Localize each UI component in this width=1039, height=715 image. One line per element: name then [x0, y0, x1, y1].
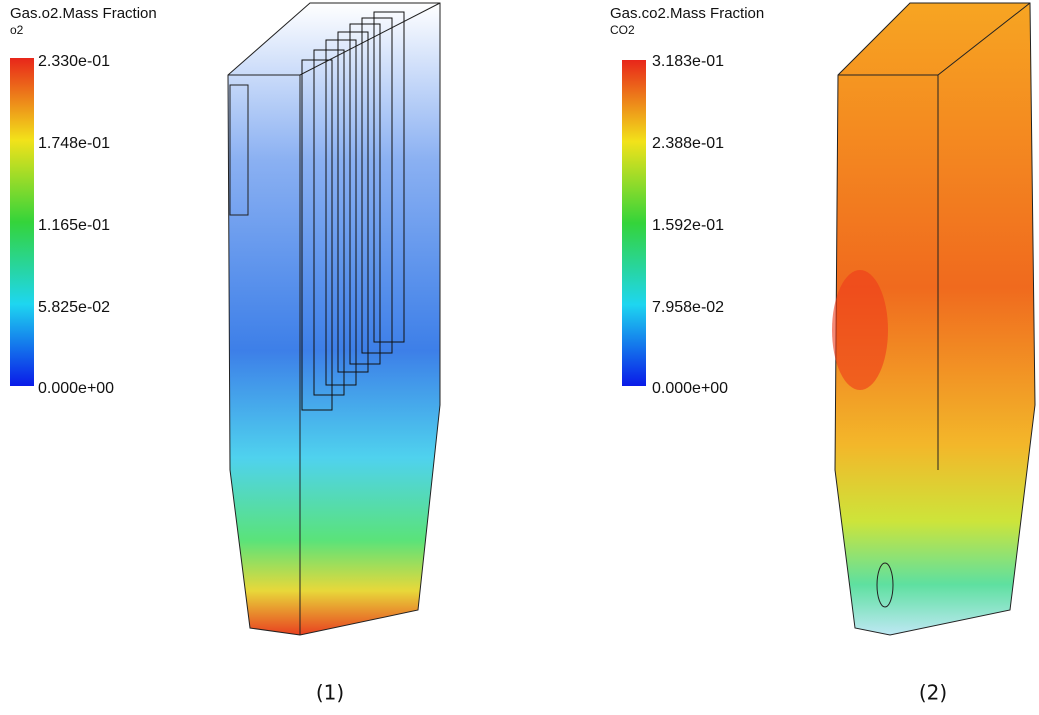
- colorbar-tick: 2.330e-01: [38, 53, 110, 70]
- colorbar-tick: 1.165e-01: [38, 217, 110, 234]
- colorbar-tick: 5.825e-02: [38, 299, 110, 316]
- legend-variable: o2: [10, 23, 24, 37]
- colorbar: [10, 58, 34, 386]
- hot-zone: [832, 270, 888, 390]
- colorbar-tick: 0.000e+00: [652, 380, 728, 397]
- caption: (2): [919, 681, 947, 705]
- colorbar-tick: 0.000e+00: [38, 380, 114, 397]
- colorbar-tick: 2.388e-01: [652, 135, 724, 152]
- panel-2: Gas.co2.Mass Fraction CO2 3.183e-01 2.38…: [610, 3, 1035, 705]
- caption: (1): [316, 681, 344, 705]
- colorbar-tick: 3.183e-01: [652, 53, 724, 70]
- figure: Gas.o2.Mass Fraction o2 2.330e-01 1.748e…: [0, 0, 1039, 715]
- colorbar-tick: 7.958e-02: [652, 299, 724, 316]
- legend-variable: CO2: [610, 23, 635, 37]
- panel-1: Gas.o2.Mass Fraction o2 2.330e-01 1.748e…: [10, 3, 440, 705]
- colorbar: [622, 60, 646, 386]
- legend-title: Gas.o2.Mass Fraction: [10, 5, 157, 22]
- boiler-contour: [228, 3, 440, 635]
- colorbar-tick: 1.592e-01: [652, 217, 724, 234]
- colorbar-tick: 1.748e-01: [38, 135, 110, 152]
- legend-title: Gas.co2.Mass Fraction: [610, 5, 764, 22]
